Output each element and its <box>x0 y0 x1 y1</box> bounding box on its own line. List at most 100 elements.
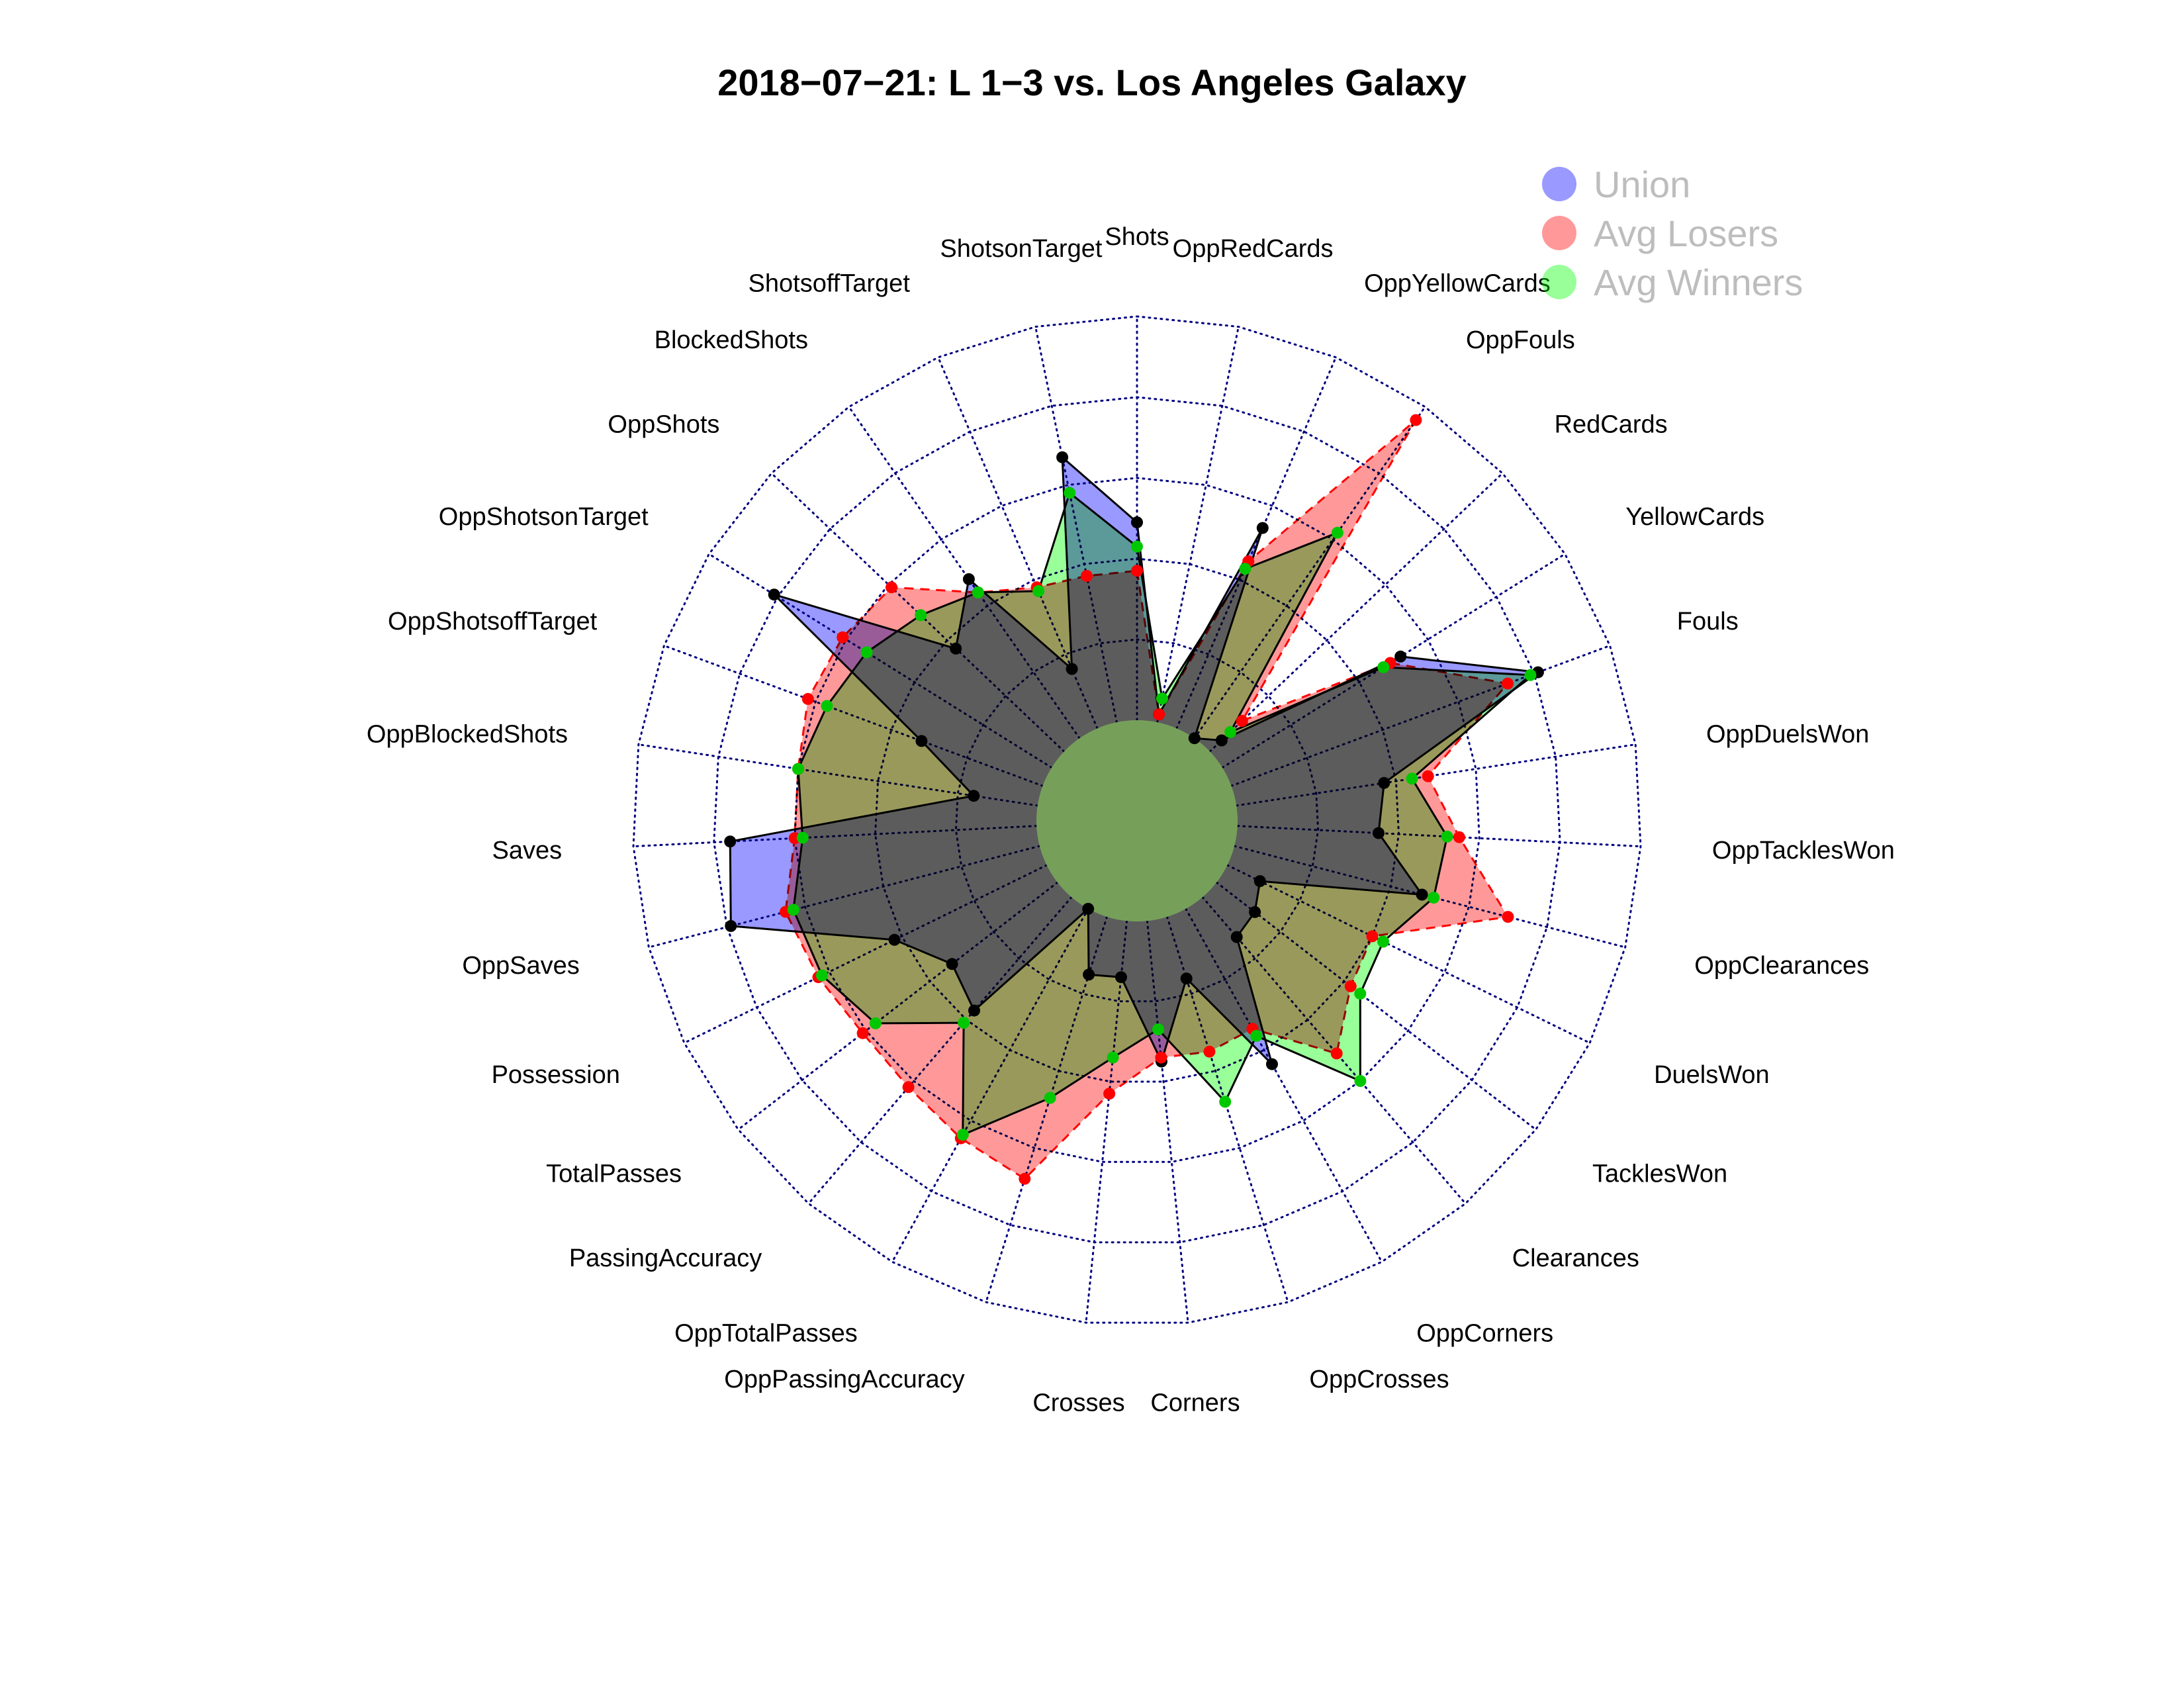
axis-label-ShotsonTarget: ShotsonTarget <box>940 235 1102 263</box>
point-union-Crosses <box>1115 971 1127 984</box>
axis-label-OppShots: OppShots <box>608 411 719 439</box>
point-avg-winners-OppTotalPasses <box>956 1129 969 1141</box>
axis-label-OppCrosses: OppCrosses <box>1309 1366 1449 1393</box>
point-avg-winners-OppRedCards <box>1156 692 1168 705</box>
point-union-TotalPasses <box>946 958 958 970</box>
point-union-RedCards <box>1215 734 1228 747</box>
point-avg-losers-ShotsonTarget <box>1081 570 1093 582</box>
axis-label-Shots: Shots <box>1105 223 1169 251</box>
axis-label-ShotsoffTarget: ShotsoffTarget <box>749 270 911 298</box>
point-avg-losers-OppTacklesWon <box>1453 831 1465 843</box>
axis-label-YellowCards: YellowCards <box>1625 503 1764 531</box>
axis-label-OppBlockedShots: OppBlockedShots <box>367 720 568 748</box>
chart-title: 2018−07−21: L 1−3 vs. Los Angeles Galaxy <box>717 62 1467 103</box>
legend-swatch-avg-winners <box>1542 265 1576 299</box>
point-union-OppClearances <box>1416 888 1428 901</box>
point-avg-losers-PassingAccuracy <box>902 1081 915 1094</box>
point-avg-winners-OppPassingAccuracy <box>1044 1092 1056 1104</box>
point-avg-winners-PassingAccuracy <box>958 1017 970 1029</box>
point-avg-winners-YellowCards <box>1377 661 1390 673</box>
point-avg-winners-OppBlockedShots <box>792 763 804 775</box>
axis-label-Corners: Corners <box>1150 1389 1240 1417</box>
point-union-OppYellowCards <box>1256 522 1269 534</box>
point-avg-winners-DuelsWon <box>1377 935 1389 948</box>
point-union-ShotsoffTarget <box>1066 663 1078 675</box>
axis-label-OppRedCards: OppRedCards <box>1173 235 1334 263</box>
point-avg-winners-RedCards <box>1224 726 1237 738</box>
axis-label-OppYellowCards: OppYellowCards <box>1364 270 1551 298</box>
point-avg-losers-Corners <box>1155 1051 1167 1064</box>
point-avg-losers-Clearances <box>1330 1047 1343 1060</box>
point-avg-winners-OppCrosses <box>1219 1096 1232 1108</box>
point-avg-losers-TotalPasses <box>856 1027 869 1039</box>
axis-label-TacklesWon: TacklesWon <box>1592 1160 1727 1188</box>
point-avg-losers-Crosses <box>1103 1088 1116 1100</box>
point-avg-losers-OppCrosses <box>1203 1045 1216 1058</box>
point-avg-losers-OppFouls <box>1410 414 1422 426</box>
grid-ring <box>713 396 1561 1244</box>
axis-label-OppSaves: OppSaves <box>462 952 579 980</box>
point-union-DuelsWon <box>1253 875 1266 888</box>
point-union-OppBlockedShots <box>968 790 980 802</box>
point-avg-winners-TacklesWon <box>1354 988 1367 1000</box>
axis-label-DuelsWon: DuelsWon <box>1654 1061 1770 1089</box>
point-avg-winners-ShotsoffTarget <box>1032 585 1045 597</box>
axis-label-Crosses: Crosses <box>1032 1389 1124 1417</box>
point-avg-winners-OppClearances <box>1428 892 1440 904</box>
point-union-Saves <box>724 835 737 848</box>
point-avg-winners-OppYellowCards <box>1239 563 1251 575</box>
point-union-PassingAccuracy <box>968 1004 980 1017</box>
point-avg-losers-DuelsWon <box>1366 930 1379 943</box>
axis-label-Possession: Possession <box>492 1061 620 1089</box>
axis-label-PassingAccuracy: PassingAccuracy <box>569 1244 762 1272</box>
point-avg-losers-Fouls <box>1502 677 1514 690</box>
point-union-OppTacklesWon <box>1373 827 1385 839</box>
axis-label-Fouls: Fouls <box>1677 608 1739 635</box>
point-union-Shots <box>1131 516 1143 529</box>
point-avg-winners-Corners <box>1152 1023 1164 1036</box>
point-avg-winners-OppSaves <box>787 904 799 916</box>
point-avg-losers-TacklesWon <box>1344 980 1357 992</box>
point-avg-losers-OppShotsonTarget <box>837 631 849 643</box>
point-avg-losers-OppDuelsWon <box>1422 770 1434 782</box>
point-union-Possession <box>888 933 901 946</box>
axis-label-OppShotsonTarget: OppShotsonTarget <box>439 503 649 531</box>
point-avg-losers-Shots <box>1131 565 1143 577</box>
axis-label-OppCorners: OppCorners <box>1416 1320 1553 1348</box>
point-avg-losers-OppRedCards <box>1153 708 1165 721</box>
axis-label-OppFouls: OppFouls <box>1466 326 1575 354</box>
point-avg-winners-OppShots <box>915 609 927 622</box>
point-avg-winners-Crosses <box>1107 1051 1119 1064</box>
point-avg-winners-OppFouls <box>1331 526 1343 539</box>
point-union-ShotsonTarget <box>1056 451 1069 463</box>
axis-label-Clearances: Clearances <box>1512 1244 1639 1272</box>
point-avg-winners-Fouls <box>1524 669 1537 681</box>
point-avg-losers-OppShots <box>886 581 897 594</box>
axis-label-OppPassingAccuracy: OppPassingAccuracy <box>724 1366 964 1393</box>
axis-label-OppDuelsWon: OppDuelsWon <box>1706 720 1869 748</box>
point-avg-losers-OppShotsoffTarget <box>801 692 814 705</box>
legend-label-avg-losers: Avg Losers <box>1594 212 1778 254</box>
legend-label-avg-winners: Avg Winners <box>1594 261 1803 303</box>
axis-label-RedCards: RedCards <box>1555 411 1668 439</box>
center-disc <box>1036 720 1238 921</box>
point-union-Clearances <box>1230 931 1243 943</box>
point-union-OppCorners <box>1266 1058 1278 1070</box>
point-avg-winners-Possession <box>816 969 828 982</box>
point-avg-losers-RedCards <box>1236 715 1248 727</box>
grid-spoke <box>1156 326 1240 724</box>
axis-label-BlockedShots: BlockedShots <box>655 326 808 354</box>
point-union-OppShotsonTarget <box>768 588 780 601</box>
point-union-YellowCards <box>1394 650 1407 663</box>
point-avg-winners-TotalPasses <box>869 1017 882 1029</box>
point-avg-winners-Clearances <box>1354 1075 1367 1087</box>
axis-label-TotalPasses: TotalPasses <box>546 1160 682 1188</box>
point-union-OppSaves <box>725 919 737 932</box>
point-avg-winners-BlockedShots <box>972 586 984 598</box>
point-union-OppShotsoffTarget <box>915 735 928 747</box>
point-avg-winners-Saves <box>796 831 809 844</box>
point-avg-winners-OppShotsoffTarget <box>821 700 833 712</box>
point-avg-winners-Shots <box>1131 540 1143 553</box>
grid-spoke <box>1208 472 1504 753</box>
